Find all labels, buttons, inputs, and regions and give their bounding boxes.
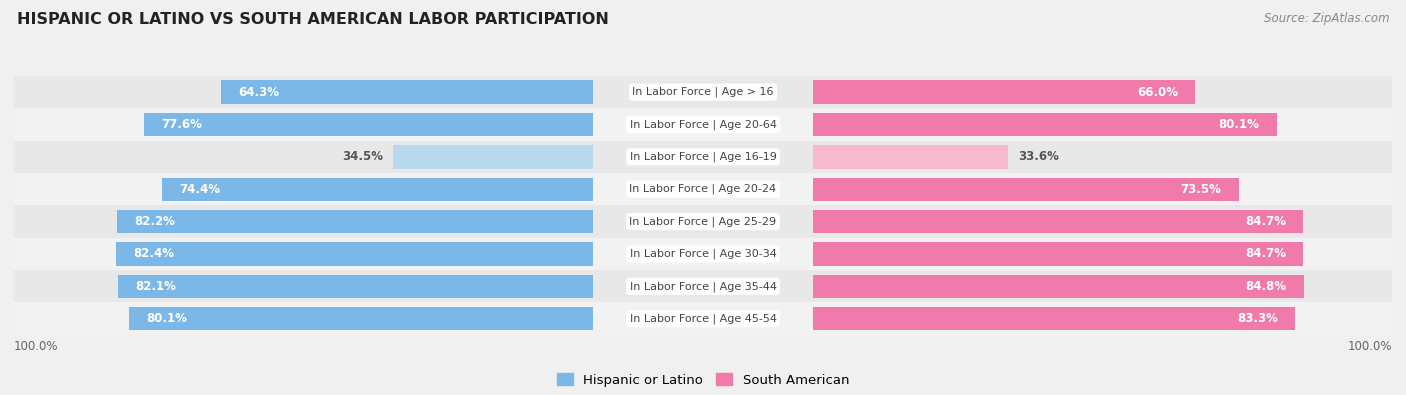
Text: 33.6%: 33.6%: [1018, 150, 1059, 164]
Bar: [115, 242, 593, 265]
Bar: [813, 113, 1277, 136]
Text: 100.0%: 100.0%: [1347, 340, 1392, 353]
Bar: [813, 307, 1295, 330]
Text: 83.3%: 83.3%: [1237, 312, 1278, 325]
Bar: [14, 205, 1392, 238]
Text: In Labor Force | Age 30-34: In Labor Force | Age 30-34: [630, 249, 776, 259]
Bar: [14, 238, 1392, 270]
Text: 64.3%: 64.3%: [238, 86, 278, 99]
Text: In Labor Force | Age 16-19: In Labor Force | Age 16-19: [630, 152, 776, 162]
Bar: [143, 113, 593, 136]
Text: 77.6%: 77.6%: [160, 118, 202, 131]
Bar: [14, 173, 1392, 205]
Text: 82.4%: 82.4%: [134, 247, 174, 260]
Text: 66.0%: 66.0%: [1137, 86, 1178, 99]
Bar: [118, 275, 593, 298]
Text: 73.5%: 73.5%: [1181, 183, 1222, 196]
Text: 80.1%: 80.1%: [146, 312, 187, 325]
Text: 84.7%: 84.7%: [1246, 247, 1286, 260]
Bar: [813, 81, 1195, 104]
Bar: [14, 108, 1392, 141]
Text: In Labor Force | Age > 16: In Labor Force | Age > 16: [633, 87, 773, 98]
Text: 84.7%: 84.7%: [1246, 215, 1286, 228]
Text: In Labor Force | Age 35-44: In Labor Force | Age 35-44: [630, 281, 776, 292]
Text: 82.2%: 82.2%: [135, 215, 176, 228]
Bar: [14, 76, 1392, 108]
Text: Source: ZipAtlas.com: Source: ZipAtlas.com: [1264, 12, 1389, 25]
Bar: [129, 307, 593, 330]
Text: 100.0%: 100.0%: [14, 340, 59, 353]
Text: In Labor Force | Age 20-64: In Labor Force | Age 20-64: [630, 119, 776, 130]
Text: HISPANIC OR LATINO VS SOUTH AMERICAN LABOR PARTICIPATION: HISPANIC OR LATINO VS SOUTH AMERICAN LAB…: [17, 12, 609, 27]
Bar: [813, 210, 1303, 233]
Text: 82.1%: 82.1%: [135, 280, 176, 293]
Text: 74.4%: 74.4%: [180, 183, 221, 196]
Bar: [221, 81, 593, 104]
Bar: [813, 275, 1303, 298]
Bar: [813, 242, 1303, 265]
Legend: Hispanic or Latino, South American: Hispanic or Latino, South American: [551, 368, 855, 392]
Text: In Labor Force | Age 20-24: In Labor Force | Age 20-24: [630, 184, 776, 194]
Bar: [14, 303, 1392, 335]
Text: 34.5%: 34.5%: [342, 150, 382, 164]
Bar: [813, 145, 1008, 169]
Text: 84.8%: 84.8%: [1246, 280, 1286, 293]
Bar: [14, 270, 1392, 303]
Bar: [813, 178, 1239, 201]
Bar: [117, 210, 593, 233]
Text: In Labor Force | Age 45-54: In Labor Force | Age 45-54: [630, 313, 776, 324]
Text: In Labor Force | Age 25-29: In Labor Force | Age 25-29: [630, 216, 776, 227]
Bar: [162, 178, 593, 201]
Bar: [394, 145, 593, 169]
Bar: [14, 141, 1392, 173]
Text: 80.1%: 80.1%: [1219, 118, 1260, 131]
